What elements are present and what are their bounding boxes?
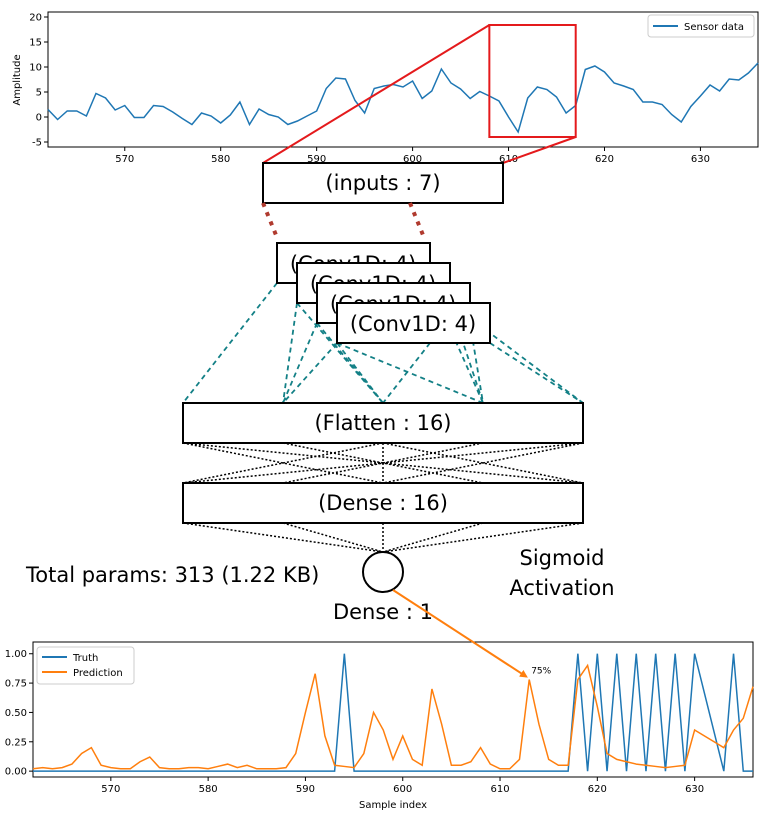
y-tick-label: 0 <box>36 113 42 124</box>
sensor-chart-ylabel: Amplitude <box>12 54 23 105</box>
y-tick-label: 0.25 <box>5 737 27 748</box>
prediction-legend-label: Prediction <box>73 668 123 679</box>
inputs-box <box>262 162 504 204</box>
x-tick-label: 630 <box>691 154 710 165</box>
activation-line-1: Sigmoid <box>520 546 605 570</box>
conv-label: (Conv1D: 4) <box>350 312 476 336</box>
y-tick-label: 10 <box>29 63 42 74</box>
conv-box <box>336 302 491 344</box>
prediction-chart-frame <box>32 641 754 778</box>
conv-flatten-connector <box>382 342 431 404</box>
output-label: Dense : 1 <box>333 600 433 624</box>
sensor-chart-ticks: 570 580 590 600 610 620 630 -5 0 5 10 15 20 <box>29 13 710 166</box>
output-to-prediction-arrow <box>392 589 528 678</box>
connector <box>382 522 584 553</box>
x-tick-label: 620 <box>595 154 614 165</box>
x-tick-label: 630 <box>685 784 704 795</box>
prediction-chart: 570 580 590 600 610 620 630 0.00 0.25 0.50 0.75 1.0… <box>5 641 754 811</box>
truth-legend-label: Truth <box>72 653 98 664</box>
y-tick-label: 0.75 <box>5 679 27 690</box>
connector <box>182 442 384 484</box>
sensor-chart-legend: Sensor data <box>647 14 755 38</box>
inputs-conv-connector-left <box>261 202 280 241</box>
y-tick-label: 1.00 <box>5 649 27 660</box>
conv-flatten-connector <box>282 342 338 404</box>
dense-label: (Dense : 16) <box>318 491 448 515</box>
inputs-conv-connector-right <box>408 202 427 241</box>
zoom-connector-right <box>502 136 577 164</box>
conv-flatten-connector <box>182 282 278 404</box>
flatten-label: (Flatten : 16) <box>314 411 451 435</box>
output-node <box>362 551 404 593</box>
x-tick-label: 580 <box>211 154 230 165</box>
y-tick-label: 0.00 <box>5 767 27 778</box>
prediction-chart-ticks: 570 580 590 600 610 620 630 0.00 0.25 0.50 0.75 1.0… <box>5 649 704 795</box>
y-tick-label: 0.50 <box>5 708 27 719</box>
zoom-connector-left <box>262 24 490 164</box>
inputs-label: (inputs : 7) <box>325 171 440 195</box>
flatten-dense-connectors <box>182 442 584 484</box>
network-diagram: (inputs : 7) (Conv1D: 4) (Conv1D: 4) (Co… <box>25 162 615 624</box>
x-tick-label: 590 <box>307 154 326 165</box>
truth-line <box>33 653 753 772</box>
x-tick-label: 570 <box>115 154 134 165</box>
x-tick-label: 620 <box>588 784 607 795</box>
prediction-annotation: 75% <box>531 667 551 677</box>
conv-flatten-connector <box>336 342 384 404</box>
x-tick-label: 600 <box>393 784 412 795</box>
sensor-legend-label: Sensor data <box>684 22 744 33</box>
y-tick-label: -5 <box>32 138 42 149</box>
sensor-legend-box <box>647 14 755 38</box>
sensor-data-line <box>47 62 759 134</box>
sensor-chart: 570 580 590 600 610 620 630 -5 0 5 10 15 20 Amplitud… <box>12 11 759 166</box>
x-tick-label: 600 <box>403 154 422 165</box>
dense-output-connectors <box>182 522 584 553</box>
y-tick-label: 5 <box>36 88 42 99</box>
y-tick-label: 15 <box>29 38 42 49</box>
conv-flatten-connector <box>282 322 318 404</box>
dense-box <box>182 482 584 524</box>
x-tick-label: 580 <box>199 784 218 795</box>
x-tick-label: 610 <box>490 784 509 795</box>
prediction-chart-xlabel: Sample index <box>359 800 427 811</box>
connector <box>282 522 384 553</box>
flatten-box <box>182 402 584 444</box>
x-tick-label: 570 <box>101 784 120 795</box>
total-params-text: Total params: 313 (1.22 KB) <box>25 563 319 587</box>
connector <box>282 442 484 484</box>
connector <box>382 522 484 553</box>
x-tick-label: 590 <box>296 784 315 795</box>
sensor-chart-frame <box>47 11 759 148</box>
connector <box>182 522 384 553</box>
conv-flatten-connectors <box>182 282 584 404</box>
activation-line-2: Activation <box>509 576 614 600</box>
y-tick-label: 20 <box>29 13 42 24</box>
connector <box>382 442 584 484</box>
conv-flatten-connector <box>282 302 298 404</box>
prediction-line <box>32 663 754 770</box>
zoom-window-rect <box>488 24 577 138</box>
conv-layer-4: (Conv1D: 4) <box>336 302 491 344</box>
prediction-chart-legend: Truth Prediction <box>36 646 135 685</box>
x-tick-label: 610 <box>499 154 518 165</box>
conv-flatten-connector <box>489 342 584 404</box>
